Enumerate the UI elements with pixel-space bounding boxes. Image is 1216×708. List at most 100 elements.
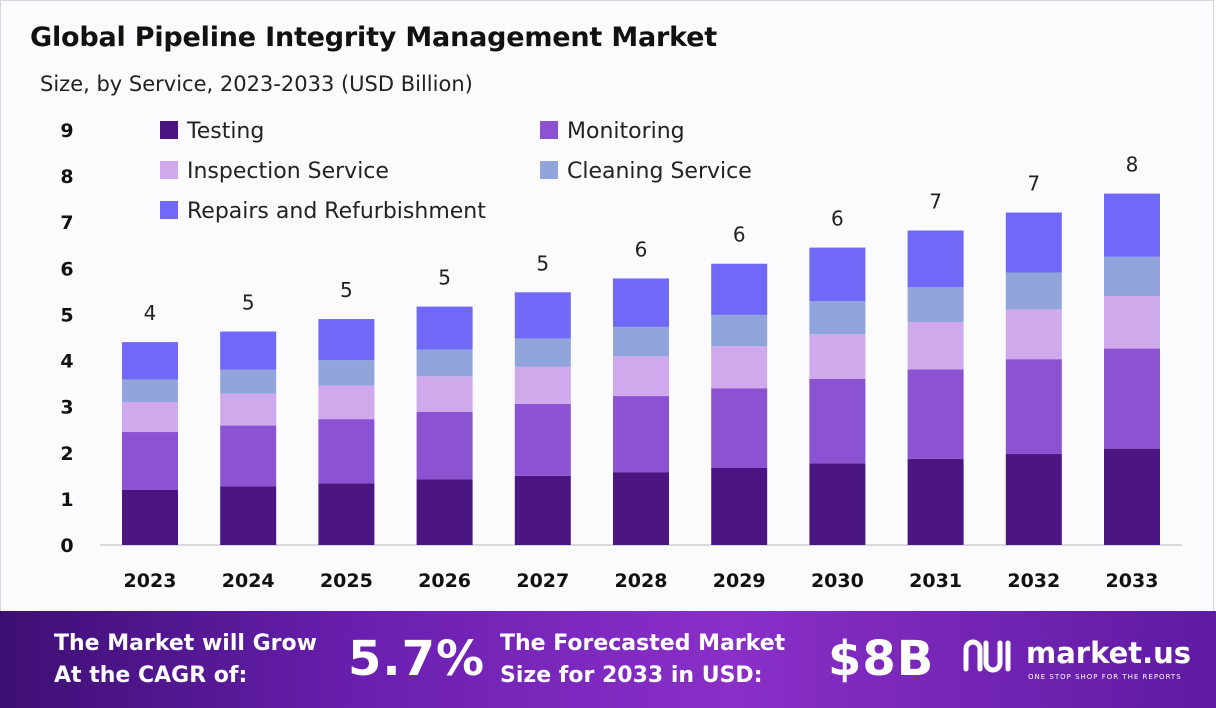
chart-title: Global Pipeline Integrity Management Mar… (30, 22, 717, 53)
bar-total-label: 5 (340, 278, 353, 302)
bar-segment-testing (809, 463, 866, 545)
market-us-logo-icon (963, 639, 1011, 673)
bar-segment-repairs-and-refurbishment (1104, 193, 1160, 257)
bar-segment-monitoring (809, 379, 866, 464)
x-tick-label: 2026 (418, 570, 471, 592)
brand-tagline: ONE STOP SHOP FOR THE REPORTS (1028, 673, 1182, 681)
bar-segment-repairs-and-refurbishment (514, 292, 571, 339)
cagr-value: 5.7% (348, 631, 486, 687)
bar-segment-inspection-service (220, 393, 277, 426)
y-tick-label: 2 (60, 443, 73, 465)
bar-segment-monitoring (514, 403, 571, 476)
x-tick-label: 2033 (1106, 570, 1159, 592)
bar-segment-cleaning-service (318, 360, 375, 386)
bar-segment-repairs-and-refurbishment (318, 319, 375, 361)
forecast-label-line1: The Forecasted Market (500, 631, 786, 656)
brand-name: market.us (1026, 636, 1192, 670)
total-labels-group: 4 5 5 5 5 6 6 6 7 7 8 (144, 153, 1139, 325)
forecast-label-line2: Size for 2033 in USD: (500, 663, 763, 688)
y-tick-label: 5 (60, 304, 73, 326)
bar-segment-cleaning-service (1005, 272, 1062, 310)
bar-segment-testing (907, 458, 964, 545)
legend-swatch (160, 201, 178, 219)
bar-segment-testing (318, 483, 375, 545)
bar-segment-monitoring (711, 388, 768, 468)
bar-segment-testing (1005, 453, 1062, 545)
bar-total-label: 5 (536, 251, 549, 275)
legend: Testing Monitoring Inspection Service Clean… (160, 119, 752, 224)
bar-segment-monitoring (220, 425, 277, 487)
bar-segment-inspection-service (122, 402, 178, 433)
bar-segment-monitoring (1104, 348, 1160, 449)
legend-label: Repairs and Refurbishment (187, 199, 486, 224)
bar-segment-repairs-and-refurbishment (122, 342, 178, 380)
x-axis: 2023 2024 2025 2026 2027 2028 2029 2030 2031 2032… (124, 570, 1159, 592)
bar-segment-cleaning-service (907, 287, 964, 323)
y-tick-label: 8 (60, 166, 73, 188)
bar-segment-testing (514, 475, 571, 545)
y-tick-label: 6 (60, 258, 73, 280)
y-tick-label: 9 (60, 120, 73, 142)
bar-segment-repairs-and-refurbishment (711, 263, 768, 315)
bar-segment-monitoring (122, 432, 178, 490)
bar-segment-cleaning-service (122, 379, 178, 403)
cagr-label-line1: The Market will Grow (54, 631, 317, 656)
bar-total-label: 6 (831, 207, 844, 231)
bar-segment-inspection-service (514, 366, 571, 404)
y-tick-label: 1 (60, 489, 73, 511)
bar-segment-testing (711, 467, 768, 545)
bar-segment-repairs-and-refurbishment (907, 230, 964, 288)
footer-banner: The Market will Grow At the CAGR of: 5.7… (0, 611, 1216, 708)
bar-total-label: 7 (1027, 172, 1040, 196)
chart-subtitle: Size, by Service, 2023-2033 (USD Billion… (40, 72, 473, 96)
x-tick-label: 2024 (222, 570, 275, 592)
bar-segment-cleaning-service (711, 314, 768, 347)
y-tick-label: 7 (60, 212, 73, 234)
bar-segment-cleaning-service (1104, 256, 1160, 296)
bar-total-label: 5 (438, 266, 451, 290)
bar-segment-repairs-and-refurbishment (809, 247, 866, 302)
legend-label: Monitoring (567, 119, 685, 144)
bar-segment-inspection-service (613, 356, 669, 397)
legend-label: Cleaning Service (567, 159, 752, 184)
x-tick-label: 2025 (320, 570, 373, 592)
bar-segment-cleaning-service (809, 301, 866, 335)
bar-segment-testing (122, 489, 178, 545)
x-tick-label: 2027 (516, 570, 569, 592)
forecast-label: The Forecasted Market Size for 2033 in U… (500, 628, 785, 692)
bar-segment-inspection-service (416, 376, 473, 412)
legend-swatch (160, 121, 178, 139)
bar-total-label: 6 (635, 237, 648, 261)
x-tick-label: 2031 (909, 570, 962, 592)
bar-segment-monitoring (318, 419, 375, 484)
bars-group (122, 193, 1160, 545)
bar-segment-cleaning-service (613, 326, 669, 357)
bar-segment-inspection-service (907, 322, 964, 370)
bar-segment-inspection-service (1005, 309, 1062, 360)
bar-segment-repairs-and-refurbishment (1005, 212, 1062, 273)
y-tick-label: 0 (60, 535, 73, 557)
legend-swatch (160, 161, 178, 179)
legend-swatch (540, 161, 558, 179)
x-tick-label: 2028 (615, 570, 668, 592)
bar-segment-repairs-and-refurbishment (220, 331, 277, 370)
bar-segment-cleaning-service (514, 338, 571, 367)
bar-segment-inspection-service (318, 385, 375, 420)
bar-total-label: 8 (1126, 153, 1139, 177)
x-tick-label: 2030 (811, 570, 864, 592)
legend-swatch (540, 121, 558, 139)
bar-total-label: 5 (242, 291, 255, 315)
bar-segment-testing (220, 486, 277, 545)
cagr-label: The Market will Grow At the CAGR of: (54, 628, 317, 692)
bar-segment-inspection-service (809, 334, 866, 379)
bar-total-label: 7 (929, 190, 942, 214)
bar-segment-testing (613, 472, 669, 545)
forecast-value: $8B (828, 631, 935, 687)
y-tick-label: 3 (60, 397, 73, 419)
bar-segment-monitoring (907, 369, 964, 459)
x-tick-label: 2032 (1007, 570, 1060, 592)
bar-segment-monitoring (613, 396, 669, 473)
bar-segment-monitoring (416, 411, 473, 480)
bar-total-label: 6 (733, 223, 746, 247)
